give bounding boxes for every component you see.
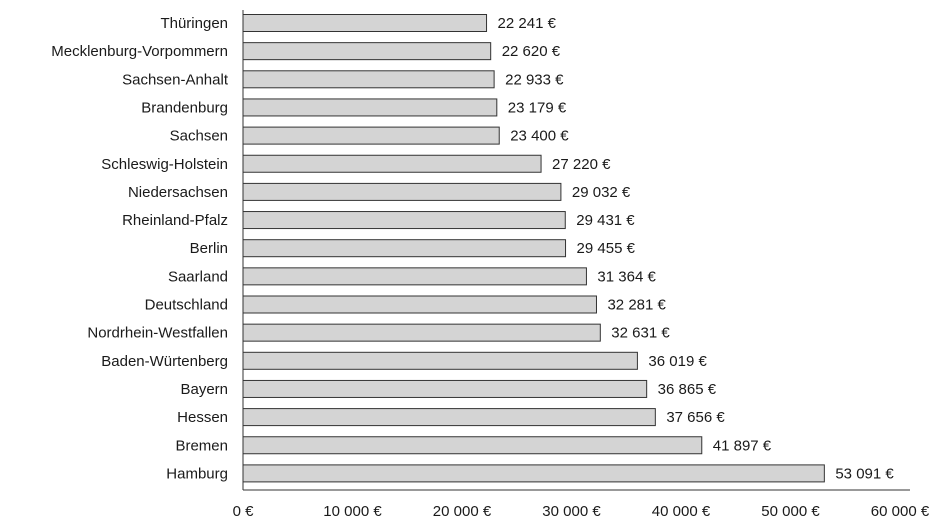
bar — [242, 408, 656, 427]
value-label: 53 091 € — [835, 465, 894, 482]
bar — [242, 126, 500, 145]
value-label: 36 019 € — [648, 353, 707, 370]
bar — [242, 436, 703, 455]
category-label: Baden-Würtenberg — [101, 353, 228, 370]
x-tick-label: 0 € — [233, 503, 255, 520]
category-label: Niedersachsen — [128, 184, 228, 201]
value-label: 22 933 € — [505, 71, 564, 88]
x-tick-label: 20 000 € — [433, 503, 492, 520]
category-label: Sachsen — [170, 128, 228, 145]
value-labels: 22 241 € 22 620 € 22 933 € 23 179 € 23 400 €… — [498, 15, 895, 482]
category-label: Hessen — [177, 409, 228, 426]
category-labels: Thüringen Mecklenburg-Vorpommern Sachsen-A… — [51, 15, 229, 482]
x-tick-label: 30 000 € — [542, 503, 601, 520]
bar — [242, 182, 562, 201]
value-label: 27 220 € — [552, 156, 611, 173]
category-label: Hamburg — [166, 465, 228, 482]
value-label: 31 364 € — [597, 268, 656, 285]
x-tick-labels: 0 € 10 000 € 20 000 € 30 000 € 40 000 € 50 00… — [233, 503, 930, 520]
category-label: Bremen — [175, 437, 228, 454]
category-label: Nordrhein-Westfallen — [87, 325, 228, 342]
bar — [242, 154, 542, 173]
value-label: 41 897 € — [713, 437, 772, 454]
x-tick-label: 50 000 € — [761, 503, 820, 520]
bar — [242, 239, 567, 258]
bar — [242, 379, 648, 398]
value-label: 37 656 € — [666, 409, 725, 426]
bar — [242, 42, 492, 61]
bar — [242, 98, 498, 117]
value-label: 23 179 € — [508, 99, 567, 116]
x-tick-label: 10 000 € — [323, 503, 382, 520]
bar — [242, 351, 638, 370]
category-label: Rheinland-Pfalz — [122, 212, 228, 229]
x-tick-label: 60 000 € — [871, 503, 930, 520]
value-label: 22 241 € — [498, 15, 557, 32]
bar — [242, 464, 825, 483]
category-label: Deutschland — [145, 297, 228, 314]
bar — [242, 295, 597, 314]
category-label: Schleswig-Holstein — [101, 156, 228, 173]
category-label: Saarland — [168, 268, 228, 285]
bar — [242, 267, 587, 286]
category-label: Thüringen — [160, 15, 228, 32]
category-label: Berlin — [190, 240, 228, 257]
category-label: Sachsen-Anhalt — [122, 71, 229, 88]
value-label: 29 455 € — [577, 240, 636, 257]
value-label: 32 281 € — [607, 297, 666, 314]
bar — [242, 323, 601, 342]
bar — [242, 14, 488, 32]
value-label: 22 620 € — [502, 43, 561, 60]
category-label: Brandenburg — [141, 99, 228, 116]
category-label: Mecklenburg-Vorpommern — [51, 43, 228, 60]
value-label: 29 431 € — [576, 212, 635, 229]
value-label: 29 032 € — [572, 184, 631, 201]
bar — [242, 211, 566, 230]
bar — [242, 70, 495, 89]
category-label: Bayern — [180, 381, 228, 398]
x-tick-label: 40 000 € — [652, 503, 711, 520]
value-label: 36 865 € — [658, 381, 717, 398]
value-label: 32 631 € — [611, 325, 670, 342]
value-label: 23 400 € — [510, 128, 569, 145]
